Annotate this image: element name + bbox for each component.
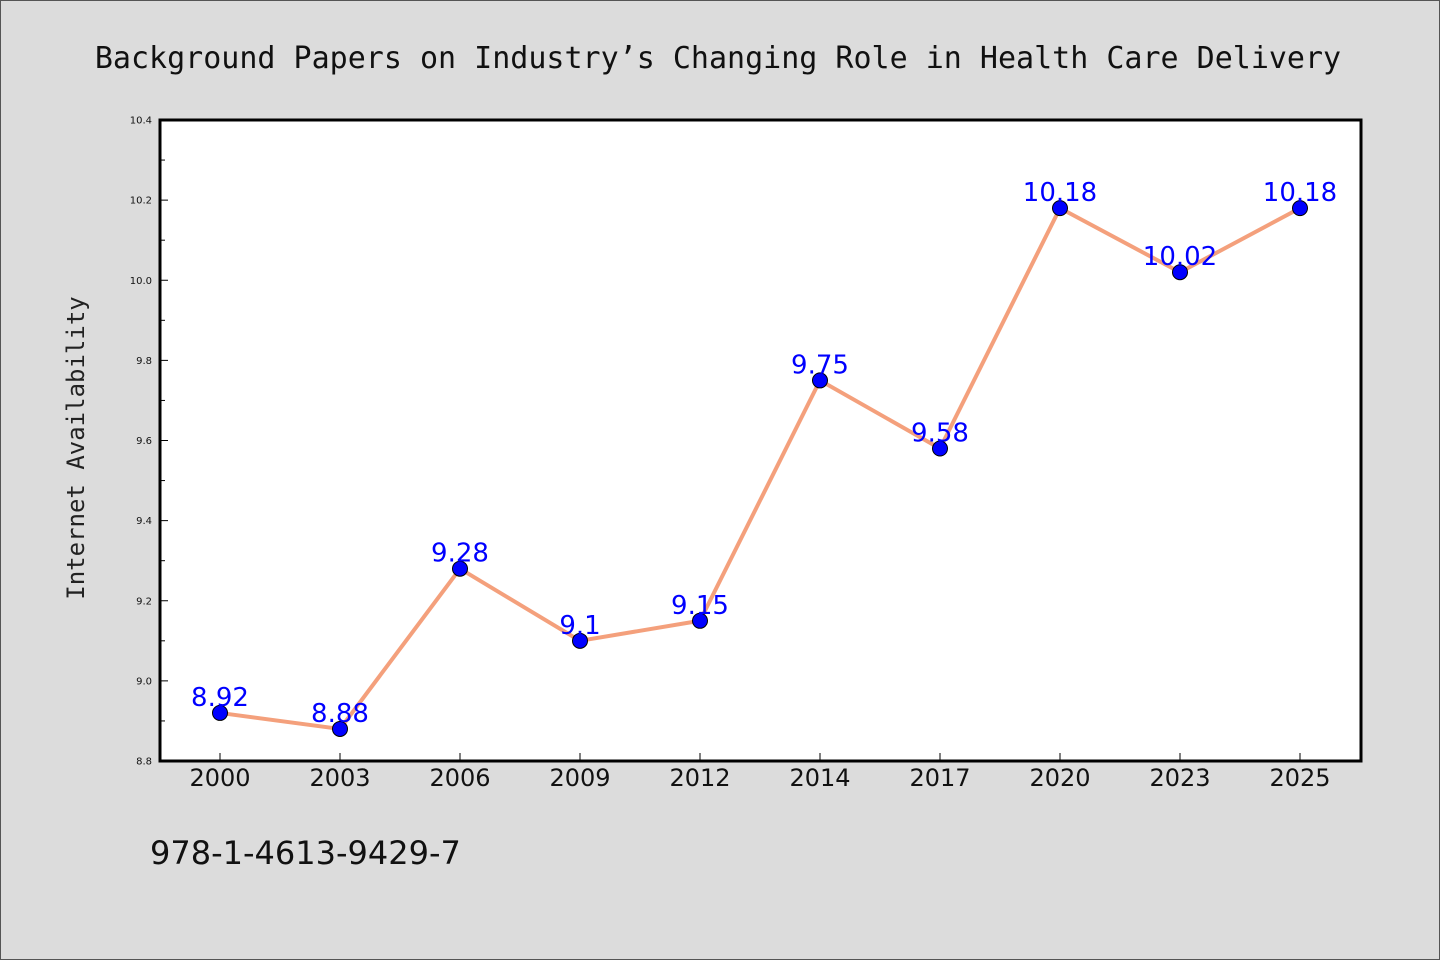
data-point bbox=[812, 372, 828, 389]
x-tick-label: 2012 bbox=[669, 764, 730, 792]
data-point bbox=[692, 612, 708, 629]
y-tick-label: 10.0 bbox=[130, 276, 152, 287]
data-label: 9.15 bbox=[671, 591, 729, 621]
data-markers bbox=[212, 200, 1308, 737]
data-point bbox=[452, 560, 468, 577]
data-label: 9.1 bbox=[559, 611, 600, 641]
data-label: 9.58 bbox=[911, 419, 969, 449]
data-label: 8.88 bbox=[311, 699, 369, 729]
data-label: 10.02 bbox=[1143, 242, 1217, 272]
y-tick-label: 9.8 bbox=[136, 356, 152, 367]
x-tick-label: 2014 bbox=[789, 764, 850, 792]
footnote: 978-1-4613-9429-7 bbox=[150, 834, 461, 872]
x-tick-label: 2000 bbox=[189, 764, 250, 792]
data-label: 8.92 bbox=[191, 683, 249, 713]
plot-area bbox=[158, 118, 1363, 763]
y-tick-label: 9.0 bbox=[136, 676, 152, 687]
x-axis: 2000 2003 2006 2009 2012 2014 2017 2020 2023 2025 bbox=[189, 753, 1331, 792]
data-point bbox=[932, 440, 948, 457]
y-tick-label: 10.2 bbox=[130, 196, 152, 207]
data-point bbox=[212, 704, 228, 721]
y-tick-label: 9.2 bbox=[136, 596, 152, 607]
y-tick-label: 9.6 bbox=[136, 436, 152, 447]
x-tick-label: 2003 bbox=[309, 764, 370, 792]
data-label: 10.18 bbox=[1263, 178, 1337, 208]
y-tick-label: 10.4 bbox=[130, 116, 152, 127]
x-tick-label: 2025 bbox=[1269, 764, 1330, 792]
x-tick-label: 2006 bbox=[429, 764, 490, 792]
y-tick-label: 9.4 bbox=[136, 516, 152, 527]
chart-title: Background Papers on Industry’s Changing… bbox=[95, 41, 1341, 76]
data-point bbox=[332, 720, 348, 737]
y-tick-label: 8.8 bbox=[136, 757, 152, 768]
x-tick-label: 2020 bbox=[1029, 764, 1090, 792]
data-point bbox=[1052, 200, 1068, 217]
x-tick-label: 2017 bbox=[909, 764, 970, 792]
series-line bbox=[219, 206, 1301, 731]
data-point bbox=[572, 632, 588, 649]
data-label: 9.28 bbox=[431, 539, 489, 569]
y-axis-label: Internet Availability bbox=[62, 296, 90, 599]
x-tick-label: 2023 bbox=[1149, 764, 1210, 792]
data-point bbox=[1292, 200, 1308, 217]
y-axis: 8.8 9.0 9.2 9.4 9.6 9.8 10.0 10.2 10.4 bbox=[130, 116, 168, 768]
data-labels: 8.92 8.88 9.28 9.1 9.15 9.75 9.58 10.18 10.02 10.… bbox=[191, 178, 1337, 729]
x-tick-label: 2009 bbox=[549, 764, 610, 792]
data-point bbox=[1172, 264, 1188, 281]
data-label: 10.18 bbox=[1023, 178, 1097, 208]
data-label: 9.75 bbox=[791, 350, 849, 380]
